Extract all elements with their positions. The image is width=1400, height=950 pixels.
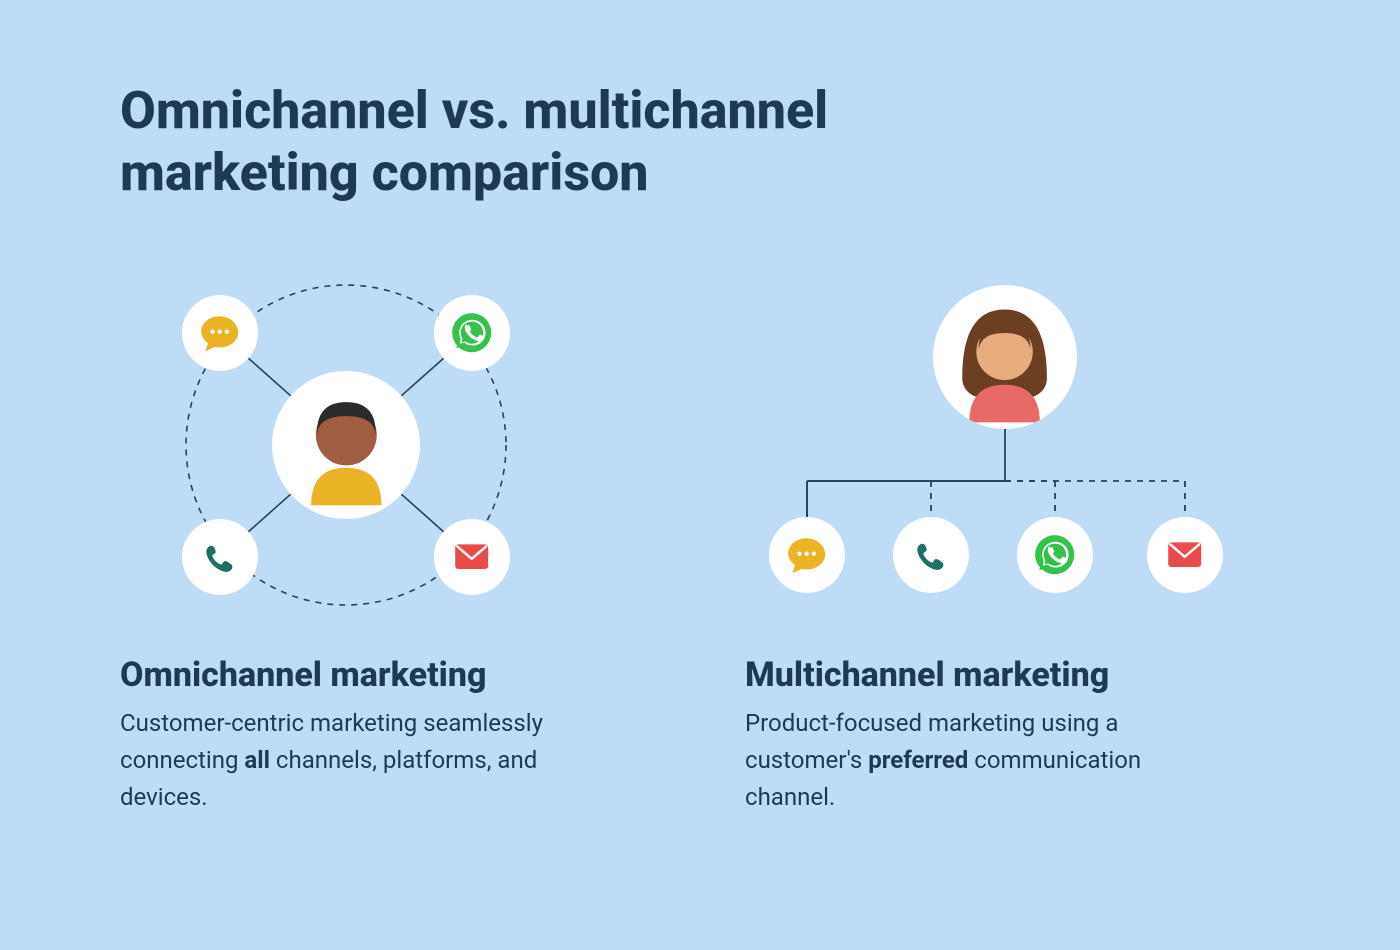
omni-chat-icon <box>182 295 258 371</box>
omni-whatsapp-icon <box>434 295 510 371</box>
multi-desc-bold: preferred <box>868 746 968 774</box>
multi-chat-icon <box>769 517 845 593</box>
multichannel-diagram <box>745 265 1280 625</box>
omni-email-icon <box>434 519 510 595</box>
multi-person-icon <box>933 285 1077 429</box>
page-title: Omnichannel vs. multichannel marketing c… <box>120 80 920 205</box>
multi-email-icon <box>1147 517 1223 593</box>
omni-phone-icon <box>182 519 258 595</box>
omnichannel-diagram <box>120 265 655 625</box>
multichannel-column: Multichannel marketing Product-focused m… <box>745 265 1280 817</box>
omni-person-icon <box>272 371 420 519</box>
omnichannel-column: Omnichannel marketing Customer-centric m… <box>120 265 655 817</box>
omnichannel-description: Customer-centric marketing seamlessly co… <box>120 705 580 817</box>
omni-desc-bold: all <box>244 746 270 774</box>
infographic-page: Omnichannel vs. multichannel marketing c… <box>0 0 1400 950</box>
multichannel-description: Product-focused marketing using a custom… <box>745 705 1205 817</box>
multi-whatsapp-icon <box>1017 517 1093 593</box>
multi-phone-icon <box>893 517 969 593</box>
multichannel-heading: Multichannel marketing <box>745 655 1280 695</box>
columns: Omnichannel marketing Customer-centric m… <box>120 265 1280 817</box>
omnichannel-heading: Omnichannel marketing <box>120 655 655 695</box>
